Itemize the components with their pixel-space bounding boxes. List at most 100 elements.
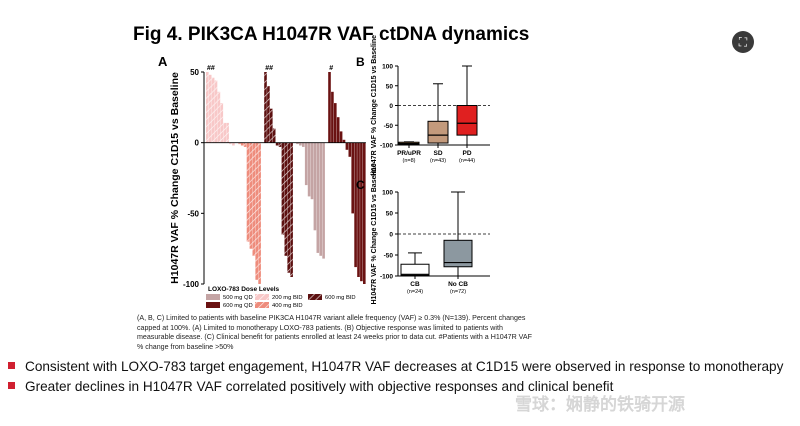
panel-c-ytick-label: 0 [389,232,393,239]
waterfall-bar [310,142,314,200]
panel-a-ylabel: H1047R VAF % Change C1D15 vs Baseline [169,72,181,284]
waterfall-bar [342,139,346,143]
panel-c-ytick-label: 50 [386,211,394,218]
legend-title: LOXO-783 Dose Levels [208,286,280,293]
category-label: SD [433,150,442,157]
waterfall-bar [307,142,311,197]
legend-swatch [206,302,220,308]
panel-c-ytick-label: -100 [380,274,393,281]
waterfall-bar-hatch [214,80,218,143]
waterfall-bar-hatch [223,122,226,143]
legend-swatch-hatch [255,302,269,308]
box-iqr [456,105,478,136]
bullet-text: Greater declines in H1047R VAF correlate… [25,379,614,394]
legend-label: 200 mg BID [272,295,303,301]
waterfall-bar-hatch [249,142,253,249]
legend-swatch-hatch [255,294,269,300]
waterfall-bar-hatch [217,91,221,143]
bullet-square-icon [8,362,15,369]
waterfall-bar [322,142,325,259]
waterfall-bar [328,72,331,143]
waterfall-bar-hatch [246,142,250,242]
panel-a-marker: ## [265,65,273,72]
legend-swatch-hatch [308,294,322,300]
panel-a-marker: # [329,65,333,72]
category-label: No CB [448,281,468,288]
category-n-label: (n=44) [459,158,475,164]
panel-a-label: A [158,54,168,69]
waterfall-bar-hatch [255,142,258,280]
waterfall-bar-hatch [229,142,232,145]
panel-a-marker: ## [207,65,215,72]
expand-icon[interactable]: ⛶ [732,31,754,53]
waterfall-bar [334,103,337,143]
waterfall-bar [351,142,354,214]
waterfall-bar [299,142,302,146]
waterfall-bar-hatch [284,142,288,256]
waterfall-bar [360,142,363,282]
waterfall-bar-hatch [264,72,267,143]
waterfall-bar-hatch [267,86,270,143]
waterfall-bar [339,131,343,143]
waterfall-bar-hatch [240,142,244,146]
bullet-text: Consistent with LOXO-783 target engageme… [25,359,784,374]
caption-text: (A, B, C) Limited to patients with basel… [137,314,532,351]
waterfall-bar-hatch [278,142,282,147]
waterfall-bar-hatch [258,142,261,284]
panel-a-ytick-label: -50 [187,209,199,218]
panel-b-label: B [356,55,365,69]
waterfall-bar [319,142,322,256]
waterfall-bar-hatch [287,142,290,273]
category-label: PR/uPR [397,150,421,157]
waterfall-bar-hatch [281,142,285,235]
waterfall-bar [336,117,340,143]
waterfall-bar [363,142,366,284]
legend-label: 400 mg BID [272,303,303,309]
waterfall-bar [296,142,299,145]
waterfall-bar-hatch [211,77,215,143]
waterfall-bar-hatch [220,103,224,143]
waterfall-bar [348,142,352,157]
bullet-list: Consistent with LOXO-783 target engageme… [8,357,783,397]
bullet-square-icon [8,382,15,389]
waterfall-bar-hatch [206,72,209,143]
waterfall-bar [345,142,349,150]
waterfall-bar-hatch [243,142,247,147]
category-n-label: (n=8) [403,158,416,164]
figure-title: Fig 4. PIK3CA H1047R VAF ctDNA dynamics [133,24,530,45]
waterfall-bar-hatch [270,108,273,143]
box-iqr [427,120,449,144]
panel-b-ytick-label: 50 [386,83,394,90]
category-label: PD [462,150,471,157]
waterfall-bar [354,142,357,268]
waterfall-bar [357,142,360,277]
panel-b-ylabel: H1047R VAF % Change C1D15 vs Baseline [371,35,378,176]
waterfall-bar-hatch [275,142,279,146]
category-n-label: (n=24) [407,289,423,295]
waterfall-bar-hatch [252,142,256,256]
waterfall-bar-hatch [226,122,229,143]
panel-c-ylabel: H1047R VAF % Change C1D15 vs Baseline [371,163,378,304]
waterfall-bar [304,142,308,186]
legend-label: 600 mg BID [325,295,356,301]
waterfall-bar [302,142,305,147]
box-iqr [400,263,430,276]
waterfall-bar-hatch [208,74,212,143]
legend-label: 600 mg QD [223,303,253,309]
bullet-item: Greater declines in H1047R VAF correlate… [8,377,783,397]
waterfall-bar [313,142,317,231]
bullet-item: Consistent with LOXO-783 target engageme… [8,357,783,377]
category-n-label: (n=72) [450,289,466,295]
panel-b-ytick-label: 100 [382,64,393,71]
panel-a-ytick-label: 0 [195,139,200,148]
legend-label: 500 mg QD [223,295,253,301]
panel-c-ytick-label: -50 [384,253,394,260]
panel-c-ytick-label: 100 [382,190,393,197]
figure-caption: (A, B, C) Limited to patients with basel… [137,314,532,352]
panel-b-ytick-label: -100 [380,143,393,150]
waterfall-bar [331,91,334,143]
watermark: 雪球：娴静的铁骑开源 [515,395,685,414]
waterfall-bar-hatch [272,128,276,143]
panel-b-ytick-label: 0 [389,103,393,110]
